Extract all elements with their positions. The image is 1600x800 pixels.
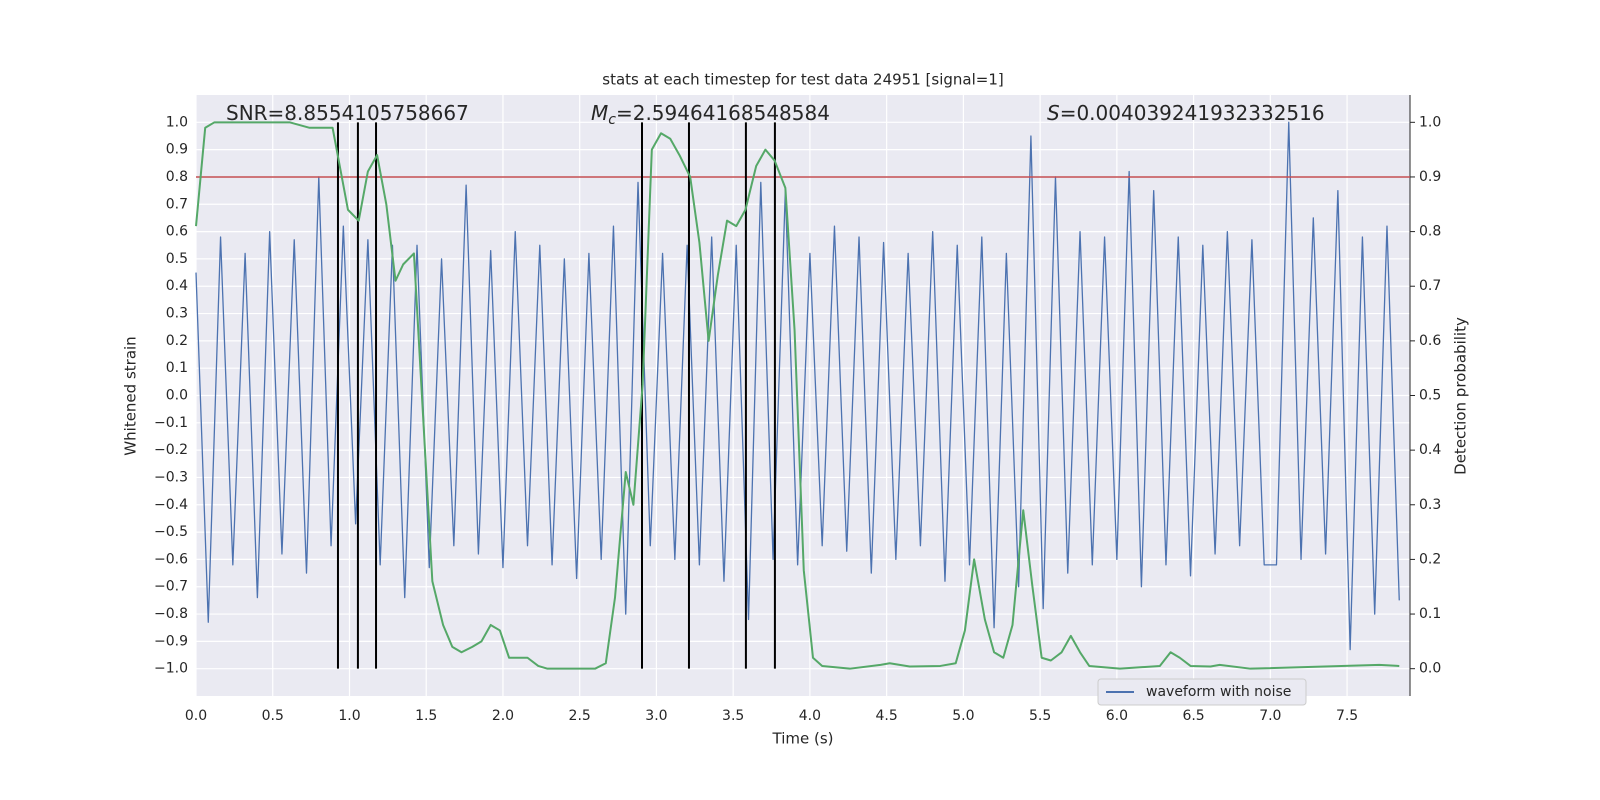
y-tick-label: −1.0 [154, 661, 188, 677]
y-tick-label: −0.9 [154, 633, 188, 649]
y2-tick-label: 0.1 [1419, 606, 1441, 622]
annotation-text: SNR=8.8554105758667 [226, 101, 469, 125]
y-axis-label: Whitened strain [122, 336, 140, 455]
y-tick-label: 0.8 [166, 169, 188, 185]
y2-tick-label: 0.7 [1419, 278, 1441, 294]
y-tick-label: 0.1 [166, 360, 188, 376]
x-tick-label: 6.0 [1106, 708, 1128, 724]
x-tick-label: 3.5 [722, 708, 744, 724]
annotation-text: =2.59464168548584 [616, 101, 830, 125]
y2-tick-label: 0.5 [1419, 388, 1441, 404]
annotation-symbol: M [591, 101, 608, 125]
x-tick-label: 4.0 [799, 708, 821, 724]
y-tick-label: −0.8 [154, 606, 188, 622]
x-tick-label: 5.5 [1029, 708, 1051, 724]
series-line [195, 121, 1400, 651]
annotation-text: =0.004039241932332516 [1060, 101, 1325, 125]
y2-axis-label: Detection probability [1452, 317, 1470, 475]
chart-title: stats at each timestep for test data 249… [602, 71, 1003, 89]
y2-tick-label: 0.3 [1419, 497, 1441, 513]
y2-tick-label: 0.2 [1419, 551, 1441, 567]
annotation: S=0.004039241932332516 [1047, 101, 1325, 125]
y-tick-label: 0.3 [166, 306, 188, 322]
annotation-subscript: c [608, 112, 616, 128]
y-tick-label: 0.4 [166, 278, 188, 294]
x-tick-label: 0.5 [262, 708, 284, 724]
y2-tick-label: 1.0 [1419, 114, 1441, 130]
y-tick-label: 1.0 [166, 114, 188, 130]
x-axis-label: Time (s) [772, 730, 834, 748]
y2-tick-label: 0.9 [1419, 169, 1441, 185]
y-tick-label: 0.9 [166, 142, 188, 158]
x-tick-label: 4.5 [876, 708, 898, 724]
y2-tick-label: 0.6 [1419, 333, 1441, 349]
x-tick-label: 2.5 [569, 708, 591, 724]
x-tick-label: 2.0 [492, 708, 514, 724]
y2-tick-label: 0.0 [1419, 661, 1441, 677]
y-tick-label: −0.2 [154, 442, 188, 458]
annotation: SNR=8.8554105758667 [226, 101, 469, 125]
series-line [195, 121, 1400, 670]
x-tick-label: 5.0 [952, 708, 974, 724]
x-tick-label: 3.0 [645, 708, 667, 724]
y-tick-label: −0.3 [154, 469, 188, 485]
y2-tick-label: 0.8 [1419, 224, 1441, 240]
annotation: Mc=2.59464168548584 [591, 101, 830, 129]
y2-tick-label: 0.4 [1419, 442, 1441, 458]
y-tick-label: 0.7 [166, 196, 188, 212]
y-tick-label: −0.1 [154, 415, 188, 431]
annotation-symbol: S [1047, 101, 1060, 125]
legend-box [1097, 678, 1307, 706]
y-tick-label: 0.6 [166, 224, 188, 240]
x-tick-label: 7.0 [1259, 708, 1281, 724]
y-tick-label: −0.5 [154, 524, 188, 540]
y-tick-label: −0.7 [154, 579, 188, 595]
y-tick-label: −0.4 [154, 497, 188, 513]
y-tick-label: 0.2 [166, 333, 188, 349]
x-tick-label: 1.5 [415, 708, 437, 724]
x-tick-label: 0.0 [185, 708, 207, 724]
y-tick-label: 0.5 [166, 251, 188, 267]
x-tick-label: 1.0 [338, 708, 360, 724]
legend-label: waveform with noise [1146, 684, 1291, 700]
x-tick-label: 7.5 [1336, 708, 1358, 724]
y-tick-label: −0.6 [154, 551, 188, 567]
y-tick-label: 0.0 [166, 388, 188, 404]
x-tick-label: 6.5 [1182, 708, 1204, 724]
